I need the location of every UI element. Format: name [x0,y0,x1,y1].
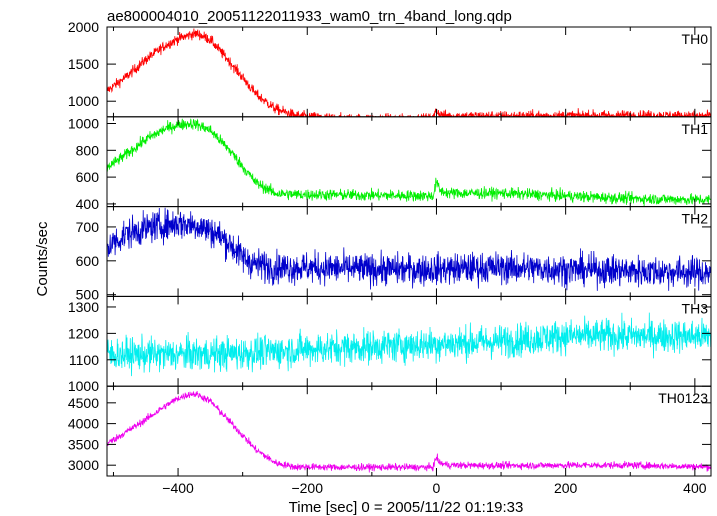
y-tick-label: 700 [76,219,100,235]
y-tick-label: 4500 [68,395,99,411]
y-tick-label: 800 [76,142,100,158]
panel-th0123: 3000 3500 4000 4500 TH0123 [68,385,712,477]
series-line-th3 [107,312,711,377]
y-tick-label: 3500 [68,436,99,452]
y-tick-label: 1200 [68,325,99,341]
panel-label-th3: TH3 [682,300,709,316]
y-tick-label: 600 [76,169,100,185]
panel-th0: 1000 1500 2000 TH0 [68,19,712,118]
y-tick-label: 1300 [68,299,99,315]
panel-label-th1: TH1 [682,121,709,137]
panel-label-th0: TH0 [682,31,709,47]
series-line-th1 [107,118,711,207]
x-axis-label: Time [sec] 0 = 2005/11/22 01:19:33 [289,499,524,516]
panel-frame [106,385,712,477]
x-tick-label: 400 [683,480,707,496]
y-tick-label: 400 [76,196,100,212]
x-tick-label: 200 [554,480,578,496]
chart-title: ae800004010_20051122011933_wam0_trn_4ban… [107,8,512,25]
y-tick-label: 1000 [68,378,99,394]
panel-label-th0123: TH0123 [658,390,708,406]
series-line-th0 [107,28,711,117]
panel-th3: 1000 1100 1200 1300 TH3 [68,295,712,394]
y-tick-label: 1500 [68,56,99,72]
y-tick-label: 3000 [68,457,99,473]
series-line-th2 [107,207,711,291]
panel-th1: 400 600 800 1000 TH1 [68,116,712,212]
y-tick-label: 500 [76,287,100,303]
y-tick-label: 1100 [69,352,99,368]
panel-th2: 500 600 700 TH2 [76,206,712,303]
y-tick-label: 2000 [68,19,99,35]
series-line-th0123 [107,390,711,473]
panel-frame [106,26,712,118]
y-tick-label: 4000 [68,416,99,432]
y-axis-label: Counts/sec [34,221,51,297]
panel-frame [106,206,712,297]
panel-frame [106,116,712,208]
y-tick-label: 600 [76,253,100,269]
y-tick-label: 1000 [68,116,99,132]
y-tick-label: 1000 [68,93,99,109]
x-tick-label: −200 [291,480,323,496]
panel-label-th2: TH2 [682,211,709,227]
x-tick-label: 0 [433,480,441,496]
x-tick-label: −400 [162,480,194,496]
